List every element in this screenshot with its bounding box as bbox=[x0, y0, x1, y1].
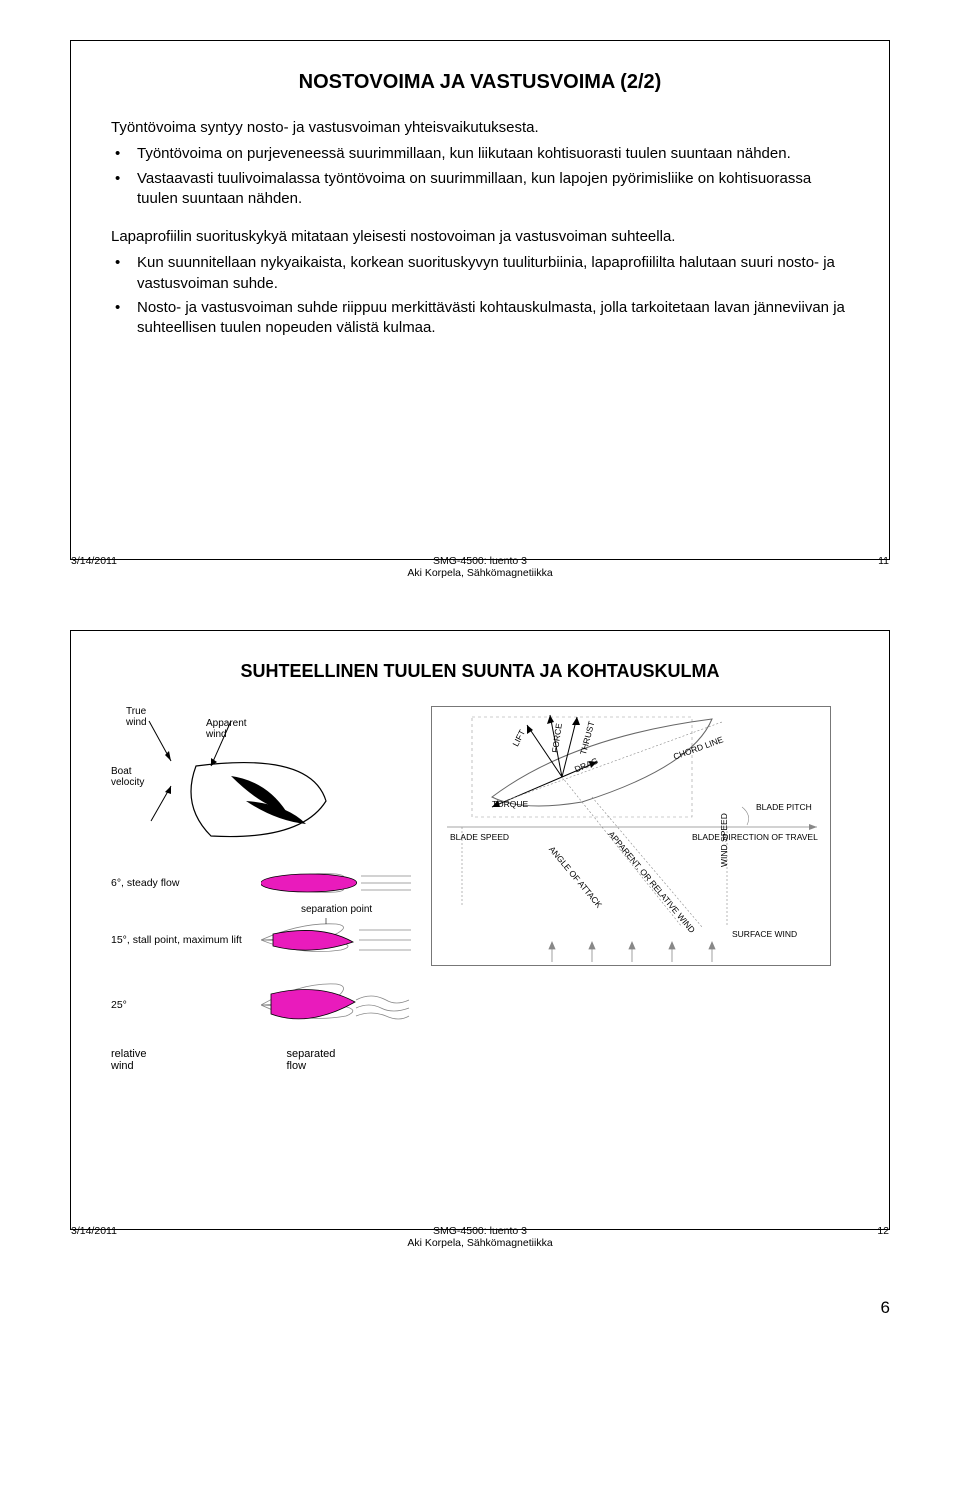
sailboat-svg bbox=[111, 706, 411, 866]
blade-force-diagram: LIFT THRUST FORCE DRAG TORQUE CHORD LINE… bbox=[431, 706, 831, 966]
slide1-intro2: Lapaprofiilin suorituskykyä mitataan yle… bbox=[111, 227, 849, 247]
relative-wind-label: relative wind bbox=[111, 1048, 146, 1072]
true-wind-label: True wind bbox=[126, 706, 147, 728]
sailboat-diagram: True wind Apparent wind Boat velocity bbox=[111, 706, 411, 866]
footer-center-line1: SMG-4500: luento 3 bbox=[433, 555, 527, 567]
separated-flow-label: separated flow bbox=[286, 1048, 335, 1072]
relative-wind-row: relative wind separated flow bbox=[111, 1048, 411, 1072]
airfoil-label: 6°, steady flow bbox=[111, 877, 251, 889]
left-column: True wind Apparent wind Boat velocity 6°… bbox=[111, 706, 411, 1072]
torque-label: TORQUE bbox=[492, 799, 528, 809]
diagram-area: True wind Apparent wind Boat velocity 6°… bbox=[111, 706, 849, 1072]
bullet: Nosto- ja vastusvoiman suhde riippuu mer… bbox=[137, 298, 849, 339]
airfoil-15deg: 15°, stall point, maximum lift separatio… bbox=[111, 918, 411, 962]
slide1-footer: 3/14/2011 SMG-4500: luento 3 Aki Korpela… bbox=[71, 555, 889, 579]
blade-direction-label: BLADE DIRECTION OF TRAVEL bbox=[692, 832, 818, 842]
slide2-title: SUHTEELLINEN TUULEN SUUNTA JA KOHTAUSKUL… bbox=[111, 661, 849, 682]
blade-pitch-label: BLADE PITCH bbox=[756, 802, 812, 812]
footer-date: 3/14/2011 bbox=[71, 555, 117, 567]
slide1-title: NOSTOVOIMA JA VASTUSVOIMA (2/2) bbox=[111, 71, 849, 94]
airfoil-25deg: 25° bbox=[111, 980, 411, 1030]
bullet: Kun suunnitellaan nykyaikaista, korkean … bbox=[137, 253, 849, 294]
surface-wind-label: SURFACE WIND bbox=[732, 929, 797, 939]
footer-center-line2: Aki Korpela, Sähkömagnetiikka bbox=[407, 1237, 552, 1249]
bullet: Työntövoima on purjeveneessä suurimmilla… bbox=[137, 144, 849, 164]
slide1-bullets2: Kun suunnitellaan nykyaikaista, korkean … bbox=[111, 253, 849, 338]
bullet: Vastaavasti tuulivoimalassa työntövoima … bbox=[137, 169, 849, 210]
airfoil-label: 15°, stall point, maximum lift bbox=[111, 934, 251, 946]
boat-velocity-label: Boat velocity bbox=[111, 766, 144, 788]
slide1-bullets1: Työntövoima on purjeveneessä suurimmilla… bbox=[111, 144, 849, 209]
slide-2: SUHTEELLINEN TUULEN SUUNTA JA KOHTAUSKUL… bbox=[70, 630, 890, 1230]
wind-speed-label: WIND SPEED bbox=[719, 813, 729, 867]
page-number: 6 bbox=[881, 1298, 890, 1318]
slide-1: NOSTOVOIMA JA VASTUSVOIMA (2/2) Työntövo… bbox=[70, 40, 890, 560]
footer-page: 11 bbox=[878, 555, 889, 567]
footer-center-line1: SMG-4500: luento 3 bbox=[433, 1225, 527, 1237]
airfoil-6deg: 6°, steady flow bbox=[111, 866, 411, 900]
apparent-wind-label: Apparent wind bbox=[206, 718, 247, 740]
slide1-intro1: Työntövoima syntyy nosto- ja vastusvoima… bbox=[111, 118, 849, 138]
blade-speed-label: BLADE SPEED bbox=[450, 832, 509, 842]
separation-point-label: separation point bbox=[301, 904, 372, 915]
footer-page: 12 bbox=[877, 1225, 889, 1237]
airfoil-svg-icon bbox=[261, 918, 411, 962]
airfoil-svg-icon bbox=[261, 980, 411, 1030]
footer-center-line2: Aki Korpela, Sähkömagnetiikka bbox=[407, 567, 552, 579]
airfoil-label: 25° bbox=[111, 999, 251, 1011]
airfoil-svg-icon bbox=[261, 866, 411, 900]
slide2-footer: 3/14/2011 SMG-4500: luento 3 Aki Korpela… bbox=[71, 1225, 889, 1249]
right-column: LIFT THRUST FORCE DRAG TORQUE CHORD LINE… bbox=[431, 706, 849, 966]
footer-date: 3/14/2011 bbox=[71, 1225, 117, 1237]
